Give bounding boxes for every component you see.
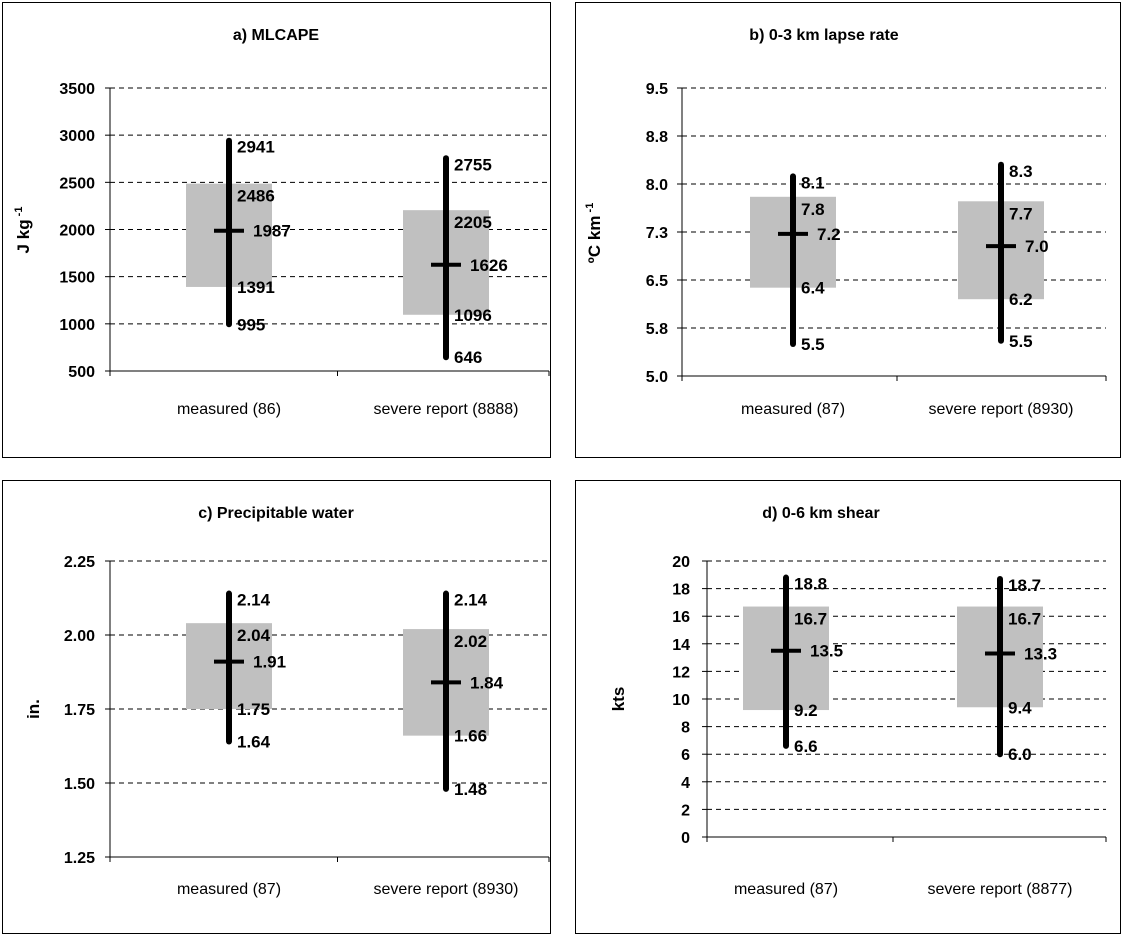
chart-title: a) MLCAPE: [233, 27, 320, 44]
chart-c: c) Precipitable water 2.14 2.04 1.91 1.75 1.6…: [24, 505, 550, 898]
y-tick-label: 8: [681, 720, 690, 737]
value-label-max: 2.14: [237, 591, 271, 610]
value-label-median: 1.91: [253, 653, 286, 672]
chart-title: d) 0-6 km shear: [762, 505, 879, 522]
y-tick-label: 1.50: [64, 776, 95, 793]
value-label-min: 5.5: [801, 335, 825, 354]
value-label-max: 2.14: [454, 591, 488, 610]
value-label-q3: 7.8: [801, 200, 825, 219]
category-label: severe report (8930): [929, 401, 1074, 418]
value-label-median: 1626: [470, 256, 508, 275]
value-label-max: 18.8: [794, 575, 827, 594]
value-label-max: 18.7: [1008, 576, 1041, 595]
y-tick-label: 1000: [59, 317, 95, 334]
y-tick-label: 1500: [59, 270, 95, 287]
y-tick-label: 10: [672, 692, 690, 709]
value-label-q1: 1391: [237, 278, 275, 297]
chart-title: b) 0-3 km lapse rate: [749, 27, 899, 44]
value-label-q3: 2205: [454, 213, 492, 232]
y-tick-label: 1.75: [64, 702, 95, 719]
y-tick-label: 2.25: [64, 554, 95, 571]
y-tick-label: 18: [672, 582, 690, 599]
value-label-median: 13.5: [810, 642, 843, 661]
chart-title: c) Precipitable water: [198, 505, 354, 522]
value-label-max: 8.3: [1009, 162, 1033, 181]
y-tick-label: 2000: [59, 223, 95, 240]
y-tick-label: 5.8: [646, 321, 668, 338]
value-label-q3: 2486: [237, 187, 275, 206]
y-tick-label: 20: [672, 554, 690, 571]
value-label-q1: 1.66: [454, 727, 487, 746]
y-axis-label: J kg -1: [13, 207, 33, 254]
y-axis-label: kts: [609, 687, 628, 712]
y-tick-label: 14: [672, 637, 690, 654]
category-label: measured (87): [734, 881, 838, 898]
value-label-median: 7.0: [1025, 237, 1049, 256]
y-tick-label: 1.25: [64, 850, 95, 867]
y-tick-label: 500: [68, 364, 95, 381]
y-tick-label: 12: [672, 664, 690, 681]
value-label-q1: 6.2: [1009, 290, 1033, 309]
panel-b: b) 0-3 km lapse rate 8.1 7.8 7.2 6.4 5.5 measu…: [575, 2, 1121, 458]
value-label-q1: 6.4: [801, 279, 825, 298]
value-label-median: 1.84: [470, 673, 504, 692]
value-label-q3: 2.04: [237, 626, 271, 645]
y-tick-label: 6: [681, 747, 690, 764]
chart-d: d) 0-6 km shear 18.8 16.7 13.5 9.2 6.6 measure…: [609, 505, 1107, 898]
panel-d: d) 0-6 km shear 18.8 16.7 13.5 9.2 6.6 measure…: [575, 480, 1121, 934]
y-tick-label: 0: [681, 830, 690, 847]
category-label: measured (86): [177, 401, 281, 418]
y-axis-label: in.: [24, 699, 43, 719]
value-label-q3: 16.7: [1008, 610, 1041, 629]
y-tick-label: 4: [681, 775, 690, 792]
value-label-min: 646: [454, 348, 482, 367]
value-label-q1: 9.4: [1008, 698, 1032, 717]
y-axis-label: ºC km -1: [584, 203, 604, 264]
y-tick-label: 7.3: [646, 225, 668, 242]
value-label-max: 2755: [454, 155, 492, 174]
y-tick-label: 8.8: [646, 129, 668, 146]
value-label-max: 2941: [237, 138, 275, 157]
value-label-median: 13.3: [1024, 644, 1057, 663]
category-label: severe report (8930): [374, 881, 519, 898]
y-tick-label: 8.0: [646, 177, 668, 194]
y-tick-label: 3500: [59, 81, 95, 98]
value-label-q1: 9.2: [794, 701, 818, 720]
y-tick-label: 3000: [59, 128, 95, 145]
category-label: measured (87): [741, 401, 845, 418]
category-label: severe report (8877): [928, 881, 1073, 898]
value-label-min: 6.6: [794, 737, 818, 756]
value-label-q3: 2.02: [454, 632, 487, 651]
y-tick-label: 9.5: [646, 81, 668, 98]
value-label-min: 5.5: [1009, 332, 1033, 351]
value-label-median: 7.2: [817, 225, 841, 244]
value-label-min: 1.48: [454, 780, 487, 799]
value-label-min: 1.64: [237, 733, 271, 752]
y-tick-label: 2.00: [64, 628, 95, 645]
y-tick-label: 5.0: [646, 369, 668, 386]
chart-b: b) 0-3 km lapse rate 8.1 7.8 7.2 6.4 5.5 measu…: [584, 27, 1107, 418]
value-label-q1: 1096: [454, 306, 492, 325]
value-label-min: 995: [237, 315, 265, 334]
chart-a: a) MLCAPE 2941 2486 1987 1391 995 measured (86…: [13, 27, 550, 418]
y-tick-label: 2500: [59, 175, 95, 192]
value-label-q3: 7.7: [1009, 204, 1033, 223]
panel-a: a) MLCAPE 2941 2486 1987 1391 995 measured (86…: [2, 2, 551, 458]
y-tick-label: 6.5: [646, 273, 668, 290]
value-label-q3: 16.7: [794, 610, 827, 629]
value-label-median: 1987: [253, 222, 291, 241]
y-tick-label: 16: [672, 609, 690, 626]
category-label: measured (87): [177, 881, 281, 898]
value-label-max: 8.1: [801, 173, 825, 192]
panel-c: c) Precipitable water 2.14 2.04 1.91 1.75 1.6…: [2, 480, 551, 934]
value-label-q1: 1.75: [237, 700, 270, 719]
y-tick-label: 2: [681, 802, 690, 819]
value-label-min: 6.0: [1008, 745, 1032, 764]
category-label: severe report (8888): [374, 401, 519, 418]
